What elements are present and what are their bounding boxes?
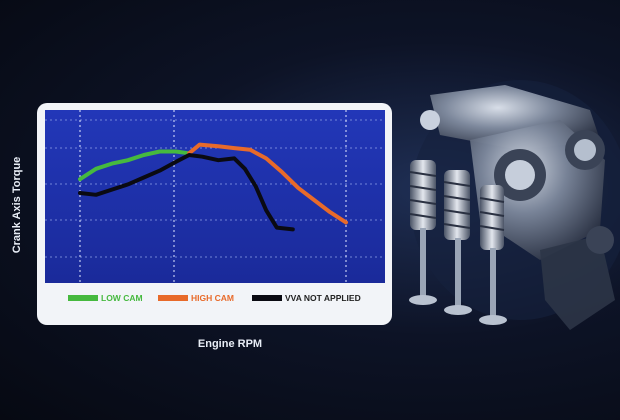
legend-swatch-vva-not-applied bbox=[252, 295, 282, 301]
series-line-high-cam bbox=[187, 142, 348, 225]
legend-swatch-low-cam bbox=[68, 295, 98, 301]
legend-label-vva-not-applied: VVA NOT APPLIED bbox=[285, 293, 361, 303]
plot-area bbox=[45, 110, 385, 283]
valve-rocker-arm-assembly-icon bbox=[409, 80, 620, 330]
y-axis-label: Crank Axis Torque bbox=[11, 156, 23, 254]
legend-label-high-cam: HIGH CAM bbox=[191, 293, 234, 303]
y-axis-label-box: Crank Axis Torque bbox=[2, 120, 32, 290]
legend-swatch-high-cam bbox=[158, 295, 188, 301]
x-axis-label: Engine RPM bbox=[197, 338, 263, 350]
legend-label-low-cam: LOW CAM bbox=[101, 293, 143, 303]
series-line-low-cam bbox=[78, 149, 192, 182]
series-lines bbox=[78, 142, 348, 232]
legend: LOW CAM HIGH CAM VVA NOT APPLIED bbox=[68, 293, 361, 303]
series-line-vva-not-applied bbox=[78, 153, 295, 232]
